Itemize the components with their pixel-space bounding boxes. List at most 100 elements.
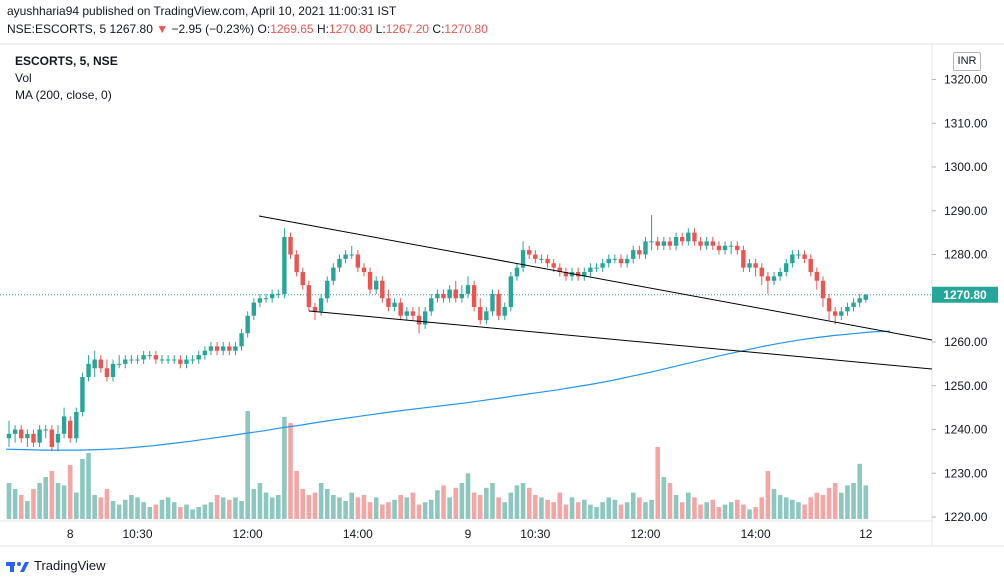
candle-body [245, 315, 250, 334]
volume-bar [698, 504, 703, 519]
volume-bar [649, 499, 654, 519]
volume-bar [618, 504, 624, 519]
x-tick-label: 10:30 [123, 527, 153, 541]
y-tick-label: 1230.00 [944, 466, 988, 480]
candle-body [851, 302, 856, 307]
volume-bar [820, 495, 826, 519]
volume-bar [655, 447, 661, 519]
volume-bar [857, 463, 862, 519]
volume-bar [477, 495, 483, 519]
candle-body [527, 250, 532, 255]
volume-bar [202, 504, 208, 519]
volume-bar [569, 497, 575, 519]
candle-body [563, 272, 569, 277]
candle-body [557, 267, 562, 272]
volume-bar [55, 483, 61, 519]
candle-body [306, 285, 312, 307]
volume-bar [575, 502, 581, 519]
volume-bar [190, 509, 195, 519]
candle-body [269, 293, 275, 299]
x-tick-label: 12:00 [233, 527, 263, 541]
volume-bar [759, 497, 765, 519]
volume-bar [734, 499, 740, 519]
volume-bar [288, 423, 293, 519]
candle-body [637, 250, 642, 255]
candle-body [25, 433, 30, 439]
candle-body [863, 294, 868, 300]
last-price-badge-label: 1270.80 [943, 288, 987, 302]
candle-body [159, 359, 165, 361]
volume-bar [814, 492, 820, 519]
currency-badge[interactable]: INR [953, 52, 981, 71]
volume-bar [771, 489, 777, 519]
brand-logo[interactable]: TradingView [6, 558, 106, 573]
volume-bar [441, 485, 446, 519]
volume-bar [581, 499, 587, 519]
candle-body [233, 346, 238, 351]
candle-body [661, 241, 667, 246]
candle-body [282, 237, 287, 294]
volume-bar [563, 504, 569, 519]
volume-bar [679, 502, 685, 519]
volume-bar [624, 502, 630, 519]
volume-bar [61, 485, 67, 519]
volume-bar [275, 495, 281, 519]
candle-body [349, 254, 354, 256]
candle-body [771, 276, 777, 281]
candle-body [116, 363, 122, 365]
candle-body [514, 267, 520, 277]
candle-body [582, 272, 587, 277]
candle-body [710, 241, 715, 246]
candle-body [343, 254, 348, 259]
candle-body [839, 311, 844, 316]
volume-bar [526, 487, 532, 519]
candle-body [820, 280, 826, 299]
volume-bar [802, 504, 807, 519]
volume-bar [135, 497, 140, 519]
candle-body [129, 359, 134, 361]
candle-body [784, 263, 789, 272]
candle-body [294, 254, 299, 272]
volume-bar [373, 497, 379, 519]
candle-body [392, 302, 397, 307]
candle-body [722, 245, 728, 251]
candle-body [704, 241, 709, 246]
close-value: 1270.80 [444, 22, 488, 36]
volume-bar [496, 497, 501, 519]
candle-body [141, 355, 146, 360]
volume-bar [269, 497, 275, 519]
volume-bar [643, 502, 648, 519]
symbol-label: NSE:ESCORTS, 5 [7, 22, 107, 36]
candle-body [123, 359, 128, 364]
volume-bar [502, 502, 508, 519]
candle-body [318, 298, 324, 312]
open-label: O: [257, 22, 271, 36]
volume-bar [92, 495, 97, 519]
candle-body [606, 258, 611, 264]
candle-body [74, 412, 79, 439]
volume-bar [361, 495, 367, 519]
volume-bar [661, 477, 667, 519]
candle-body [765, 276, 771, 281]
candle-body [667, 241, 673, 246]
volume-bar [851, 483, 856, 519]
volume-bar [557, 492, 563, 519]
candle-body [429, 298, 434, 312]
candle-body [741, 250, 746, 268]
volume-bar [355, 497, 361, 519]
candle-body [612, 258, 618, 260]
candle-body [190, 359, 195, 361]
volume-bar [392, 499, 397, 519]
candle-body [367, 272, 373, 290]
candle-body [227, 346, 232, 351]
candle-body [569, 272, 575, 277]
volume-bar [343, 501, 348, 519]
open-value: 1269.65 [270, 22, 314, 36]
candle-body [135, 359, 140, 361]
legend-title: ESCORTS, 5, NSE [15, 54, 118, 68]
volume-bar [808, 497, 814, 519]
candle-body [325, 280, 330, 299]
volume-bar [667, 483, 673, 519]
volume-bar [147, 507, 153, 519]
